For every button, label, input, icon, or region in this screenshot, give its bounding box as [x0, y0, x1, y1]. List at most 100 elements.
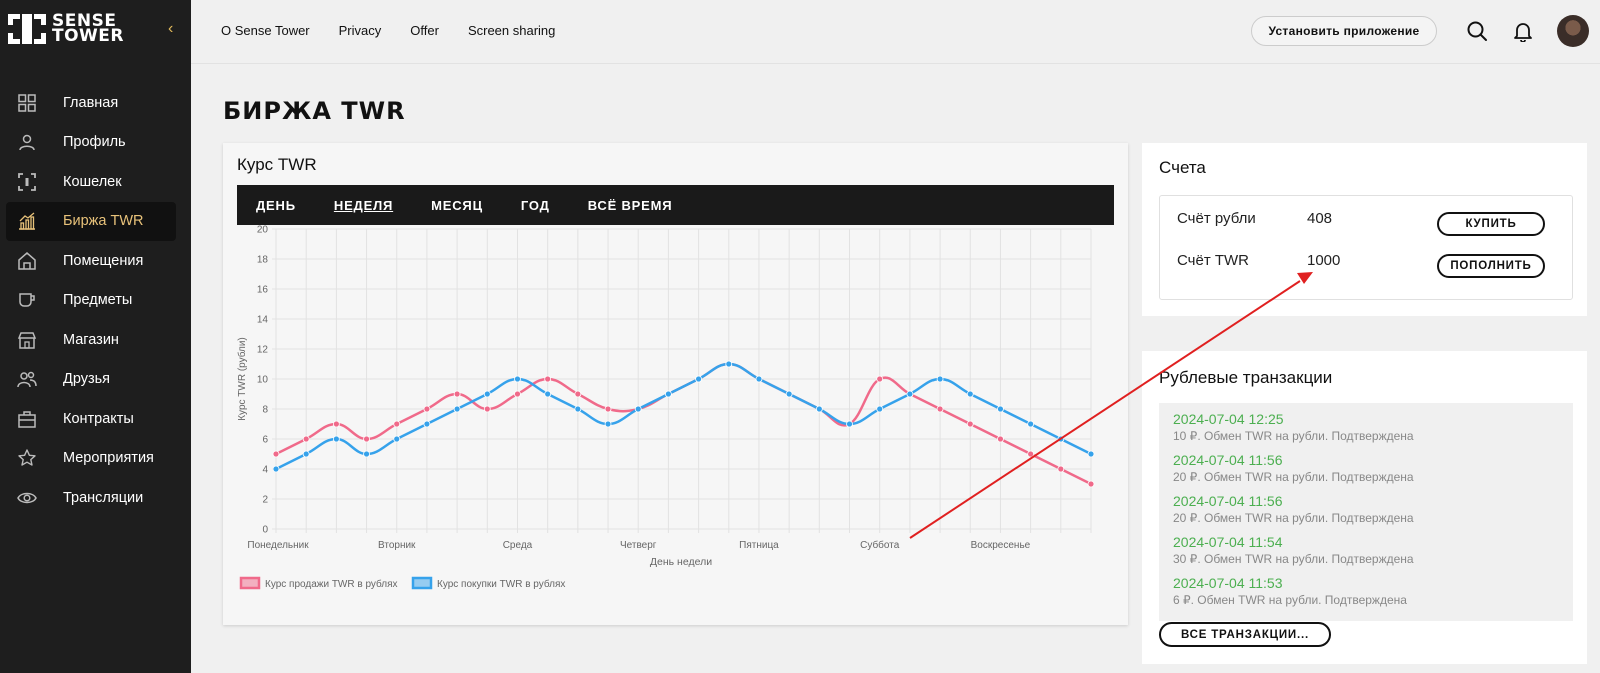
sidebar-item-label: Предметы — [63, 292, 133, 309]
data-point-1 — [604, 420, 612, 428]
data-point-1 — [634, 405, 642, 413]
data-point-0 — [1057, 465, 1065, 473]
data-point-1 — [332, 435, 340, 443]
data-point-1 — [393, 435, 401, 443]
logo[interactable]: SENSE TOWER — [6, 12, 124, 46]
tab-day[interactable]: ДЕНЬ — [256, 197, 296, 213]
sidebar-item-label: Биржа TWR — [63, 213, 144, 230]
y-axis-title: Курс TWR (рубли) — [236, 337, 248, 421]
data-point-1 — [665, 390, 672, 398]
sidebar-item-3[interactable]: Биржа TWR — [6, 201, 176, 241]
transaction-date: 2024-07-04 11:56 — [1173, 493, 1283, 509]
top-link-about[interactable]: O Sense Tower — [221, 23, 310, 38]
bell-icon[interactable] — [1512, 20, 1534, 42]
sidebar-item-10[interactable]: Трансляции — [6, 478, 176, 518]
data-point-0 — [272, 450, 280, 458]
all-transactions-button[interactable]: ВСЕ ТРАНЗАКЦИИ... — [1159, 622, 1331, 647]
briefcase-icon — [17, 409, 37, 429]
x-axis-title: День недели — [650, 556, 712, 568]
accounts-title: Счета — [1159, 158, 1206, 177]
data-point-1 — [514, 375, 521, 383]
legend-swatch-1 — [411, 576, 433, 590]
wallet-frame-icon — [17, 172, 37, 192]
data-point-1 — [363, 450, 370, 458]
top-link-screen-sharing[interactable]: Screen sharing — [467, 23, 556, 38]
list-item: 2024-07-04 11:53 6 ₽. Обмен TWR на рубли… — [1173, 575, 1407, 607]
top-link-privacy[interactable]: Privacy — [338, 23, 382, 38]
tab-year[interactable]: ГОД — [520, 197, 550, 213]
data-point-0 — [363, 435, 370, 443]
install-app-button[interactable]: Установить приложение — [1251, 16, 1437, 46]
data-point-1 — [906, 390, 914, 398]
sidebar-item-8[interactable]: Контракты — [6, 399, 176, 439]
sidebar-item-2[interactable]: Кошелек — [6, 162, 176, 202]
data-point-1 — [1027, 420, 1035, 428]
data-point-0 — [544, 375, 552, 383]
buy-button[interactable]: КУПИТЬ — [1437, 212, 1545, 236]
avatar[interactable] — [1557, 15, 1589, 47]
sidebar-item-0[interactable]: Главная — [6, 83, 176, 123]
data-point-0 — [1027, 450, 1035, 458]
data-point-0 — [876, 375, 884, 383]
data-point-1 — [544, 390, 552, 398]
list-item: 2024-07-04 11:54 30 ₽. Обмен TWR на рубл… — [1173, 534, 1414, 566]
tab-month[interactable]: МЕСЯЦ — [431, 197, 483, 213]
y-tick-label: 16 — [257, 285, 269, 296]
tab-all-time[interactable]: ВСЁ ВРЕМЯ — [587, 197, 673, 213]
data-point-0 — [332, 420, 340, 428]
data-point-1 — [785, 390, 793, 398]
sidebar-item-label: Друзья — [63, 371, 111, 388]
chart-up-icon — [17, 211, 37, 231]
transaction-desc: 20 ₽. Обмен TWR на рубли. Подтверждена — [1173, 470, 1414, 484]
data-point-1 — [483, 390, 491, 398]
y-tick-label: 4 — [262, 465, 268, 476]
tab-week[interactable]: НЕДЕЛЯ — [333, 197, 394, 213]
sidebar-item-1[interactable]: Профиль — [6, 123, 176, 163]
transactions-list: 2024-07-04 12:25 10 ₽. Обмен TWR на рубл… — [1159, 403, 1573, 621]
transaction-desc: 20 ₽. Обмен TWR на рубли. Подтверждена — [1173, 511, 1414, 525]
data-point-0 — [1087, 480, 1095, 488]
sidebar-item-label: Магазин — [63, 331, 119, 348]
data-point-1 — [695, 375, 702, 383]
y-tick-label: 6 — [262, 435, 268, 446]
data-point-1 — [876, 405, 884, 413]
account-twr-label: Счёт TWR — [1177, 252, 1250, 269]
sidebar-item-4[interactable]: Помещения — [6, 241, 176, 281]
sidebar-item-7[interactable]: Друзья — [6, 360, 176, 400]
rate-line-chart: 0 2 4 6 8 10 12 14 16 18 20 Понедельник Вторник Среда… — [236, 225, 1095, 590]
data-point-0 — [604, 405, 612, 413]
list-item: 2024-07-04 12:25 10 ₽. Обмен TWR на рубл… — [1173, 411, 1414, 443]
data-point-1 — [725, 360, 733, 368]
data-point-1 — [846, 420, 853, 428]
top-link-offer[interactable]: Offer — [410, 23, 439, 38]
transaction-desc: 10 ₽. Обмен TWR на рубли. Подтверждена — [1173, 429, 1414, 443]
legend-label-0: Курс продажи TWR в рублях — [265, 578, 398, 590]
sidebar-item-label: Мероприятия — [63, 450, 154, 467]
rate-chart-card: Курс TWR ДЕНЬ НЕДЕЛЯ МЕСЯЦ ГОД ВСЁ ВРЕМЯ… — [223, 143, 1128, 625]
sidebar-item-6[interactable]: Магазин — [6, 320, 176, 360]
list-item: 2024-07-04 11:56 20 ₽. Обмен TWR на рубл… — [1173, 493, 1414, 525]
y-tick-label: 18 — [257, 255, 269, 266]
transactions-card: Рублевые транзакции 2024-07-04 12:25 10 … — [1142, 351, 1587, 664]
sidebar-item-9[interactable]: Мероприятия — [6, 439, 176, 479]
chart-card-title: Курс TWR — [237, 155, 317, 174]
y-tick-label: 0 — [262, 525, 268, 536]
transaction-date: 2024-07-04 11:56 — [1173, 452, 1283, 468]
data-point-1 — [1087, 450, 1095, 458]
collapse-sidebar-chevron-left-icon[interactable]: ‹ — [168, 20, 174, 37]
sidebar-item-5[interactable]: Предметы — [6, 281, 176, 321]
search-icon[interactable] — [1466, 20, 1488, 42]
top-up-button[interactable]: ПОПОЛНИТЬ — [1437, 254, 1545, 278]
x-tick-label: Пятница — [739, 540, 779, 551]
x-tick-label: Вторник — [378, 540, 416, 551]
data-point-1 — [272, 465, 280, 473]
transaction-date: 2024-07-04 12:25 — [1173, 411, 1284, 427]
data-point-0 — [302, 435, 310, 443]
data-point-1 — [302, 450, 310, 458]
cup-icon — [17, 290, 37, 310]
data-point-0 — [936, 405, 944, 413]
topbar: O Sense Tower Privacy Offer Screen shari… — [191, 0, 1600, 64]
list-item: 2024-07-04 11:56 20 ₽. Обмен TWR на рубл… — [1173, 452, 1414, 484]
x-tick-label: Среда — [503, 540, 533, 551]
logo-line2: TOWER — [52, 26, 125, 46]
